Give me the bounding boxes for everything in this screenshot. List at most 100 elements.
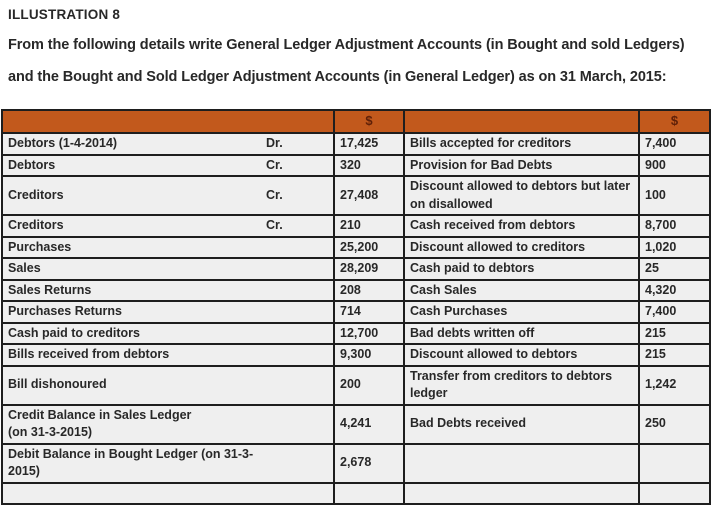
particulars-left-label: Creditors xyxy=(8,218,64,232)
table-row: Debit Balance in Bought Ledger (on 31-3-… xyxy=(1,442,711,484)
amount-left-cell: 320 xyxy=(333,153,405,177)
amount-left-cell: 25,200 xyxy=(333,235,405,259)
particulars-left-cell: Sales xyxy=(1,257,335,281)
intro-text-line-2: and the Bought and Sold Ledger Adjustmen… xyxy=(8,69,667,85)
particulars-left-cell: Credit Balance in Sales Ledger (on 31-3-… xyxy=(1,403,335,445)
particulars-right-label: Discount allowed to debtors but later on… xyxy=(410,179,631,211)
amount-left-cell: 28,209 xyxy=(333,257,405,281)
particulars-left-cell: Purchases Returns xyxy=(1,300,335,324)
particulars-right-cell: Bad debts written off xyxy=(403,321,640,345)
particulars-right-cell: Transfer from creditors to debtors ledge… xyxy=(403,364,640,406)
particulars-right-label: Bad Debts received xyxy=(410,416,527,431)
particulars-left-label: Sales xyxy=(8,261,41,275)
table-row: Cash paid to creditors 12,700 Bad debts wr… xyxy=(1,321,711,345)
amount-right-cell xyxy=(638,442,711,484)
drcr-indicator: Dr. xyxy=(266,136,283,150)
particulars-right-cell: Discount allowed to debtors xyxy=(403,343,640,367)
drcr-indicator: Cr. xyxy=(266,218,283,232)
amount-left-cell: 9,300 xyxy=(333,343,405,367)
amount-left-cell: 17,425 xyxy=(333,132,405,156)
table-row: Bill dishonoured 200 Transfer from credito… xyxy=(1,364,711,406)
amount-right-cell: 100 xyxy=(638,175,711,216)
particulars-left-label: Sales Returns xyxy=(8,282,92,297)
amount-right-cell: 7,400 xyxy=(638,300,711,324)
amount-left-cell: 27,408 xyxy=(333,175,405,216)
particulars-left-cell: Bills received from debtors xyxy=(1,343,335,367)
particulars-left-cell: Purchases xyxy=(1,235,335,259)
amount-right-cell: 250 xyxy=(638,403,711,445)
particulars-right-label: Cash paid to debtors xyxy=(410,261,535,275)
table-row: Creditors Cr. 210 Cash received from debtor… xyxy=(1,214,711,238)
header-particulars-right-cell xyxy=(403,109,640,134)
table-row: Sales Returns 208 Cash Sales 4,320 xyxy=(1,278,711,302)
table-row xyxy=(1,481,711,505)
particulars-right-label: Cash Purchases xyxy=(410,304,508,318)
amount-right-cell: 7,400 xyxy=(638,132,711,156)
particulars-left-cell: Creditors Cr. xyxy=(1,214,335,238)
amount-left-cell: 208 xyxy=(333,278,405,302)
particulars-right-label: Bad debts written off xyxy=(410,325,535,340)
particulars-right-label: Bills accepted for creditors xyxy=(410,136,572,150)
amount-left-cell: 2,678 xyxy=(333,442,405,484)
details-table: $ $ Debtors (1-4-2014) Dr. 17,425 Bills acc… xyxy=(1,109,711,505)
amount-right-cell xyxy=(638,481,711,505)
table-row: Debtors (1-4-2014) Dr. 17,425 Bills accepte… xyxy=(1,132,711,156)
particulars-right-cell: Cash received from debtors xyxy=(403,214,640,238)
table-body: $ $ Debtors (1-4-2014) Dr. 17,425 Bills acc… xyxy=(1,109,711,505)
amount-left-cell: 210 xyxy=(333,214,405,238)
amount-left-cell: 4,241 xyxy=(333,403,405,445)
particulars-left-label: Bills received from debtors xyxy=(8,347,170,361)
particulars-left-label: Debtors (1-4-2014) xyxy=(8,136,118,150)
particulars-right-cell xyxy=(403,481,640,505)
amount-right-cell: 215 xyxy=(638,343,711,367)
amount-left-cell: 200 xyxy=(333,364,405,406)
amount-right-cell: 8,700 xyxy=(638,214,711,238)
intro-text-line-1: From the following details write General… xyxy=(8,37,685,53)
particulars-right-cell: Bills accepted for creditors xyxy=(403,132,640,156)
drcr-indicator: Cr. xyxy=(266,157,283,172)
particulars-right-cell: Discount allowed to debtors but later on… xyxy=(403,175,640,216)
particulars-right-label: Cash received from debtors xyxy=(410,218,576,232)
particulars-right-cell: Cash Purchases xyxy=(403,300,640,324)
table-row: Creditors Cr. 27,408 Discount allowed to de… xyxy=(1,175,711,216)
particulars-right-label: Transfer from creditors to debtors ledge… xyxy=(410,368,613,401)
amount-left-cell: 12,700 xyxy=(333,321,405,345)
header-currency-left: $ xyxy=(333,109,405,134)
particulars-right-label: Discount allowed to creditors xyxy=(410,239,586,254)
particulars-left-cell: Sales Returns xyxy=(1,278,335,302)
header-currency-right: $ xyxy=(638,109,711,134)
particulars-right-cell: Provision for Bad Debts xyxy=(403,153,640,177)
particulars-left-label: Credit Balance in Sales Ledger (on 31-3-… xyxy=(8,407,192,440)
particulars-left-cell: Debit Balance in Bought Ledger (on 31-3-… xyxy=(1,442,335,484)
table-row: Purchases Returns 714 Cash Purchases 7,400 xyxy=(1,300,711,324)
particulars-left-label: Debtors xyxy=(8,157,56,172)
particulars-left-label: Cash paid to creditors xyxy=(8,325,140,340)
header-particulars-left-cell xyxy=(1,109,335,134)
particulars-right-cell: Discount allowed to creditors xyxy=(403,235,640,259)
particulars-left-cell: Creditors Cr. xyxy=(1,175,335,216)
drcr-indicator: Cr. xyxy=(266,187,283,202)
particulars-right-label: Provision for Bad Debts xyxy=(410,157,553,172)
table-row: Bills received from debtors 9,300 Discount… xyxy=(1,343,711,367)
particulars-left-cell xyxy=(1,481,335,505)
particulars-right-label: Discount allowed to debtors xyxy=(410,347,578,361)
particulars-left-label: Purchases Returns xyxy=(8,304,122,318)
amount-right-cell: 4,320 xyxy=(638,278,711,302)
particulars-left-cell: Bill dishonoured xyxy=(1,364,335,406)
particulars-right-label: Cash Sales xyxy=(410,282,477,297)
amount-right-cell: 900 xyxy=(638,153,711,177)
particulars-left-cell: Cash paid to creditors xyxy=(1,321,335,345)
particulars-right-cell: Cash paid to debtors xyxy=(403,257,640,281)
particulars-left-label: Purchases xyxy=(8,239,72,254)
particulars-right-cell: Cash Sales xyxy=(403,278,640,302)
particulars-right-cell: Bad Debts received xyxy=(403,403,640,445)
amount-left-cell xyxy=(333,481,405,505)
table-row: Sales 28,209 Cash paid to debtors 25 xyxy=(1,257,711,281)
amount-right-cell: 215 xyxy=(638,321,711,345)
particulars-left-label: Bill dishonoured xyxy=(8,377,107,392)
amount-right-cell: 1,020 xyxy=(638,235,711,259)
table-row: Credit Balance in Sales Ledger (on 31-3-… xyxy=(1,403,711,445)
amount-left-cell: 714 xyxy=(333,300,405,324)
table-row: Purchases 25,200 Discount allowed to credi… xyxy=(1,235,711,259)
particulars-right-cell xyxy=(403,442,640,484)
